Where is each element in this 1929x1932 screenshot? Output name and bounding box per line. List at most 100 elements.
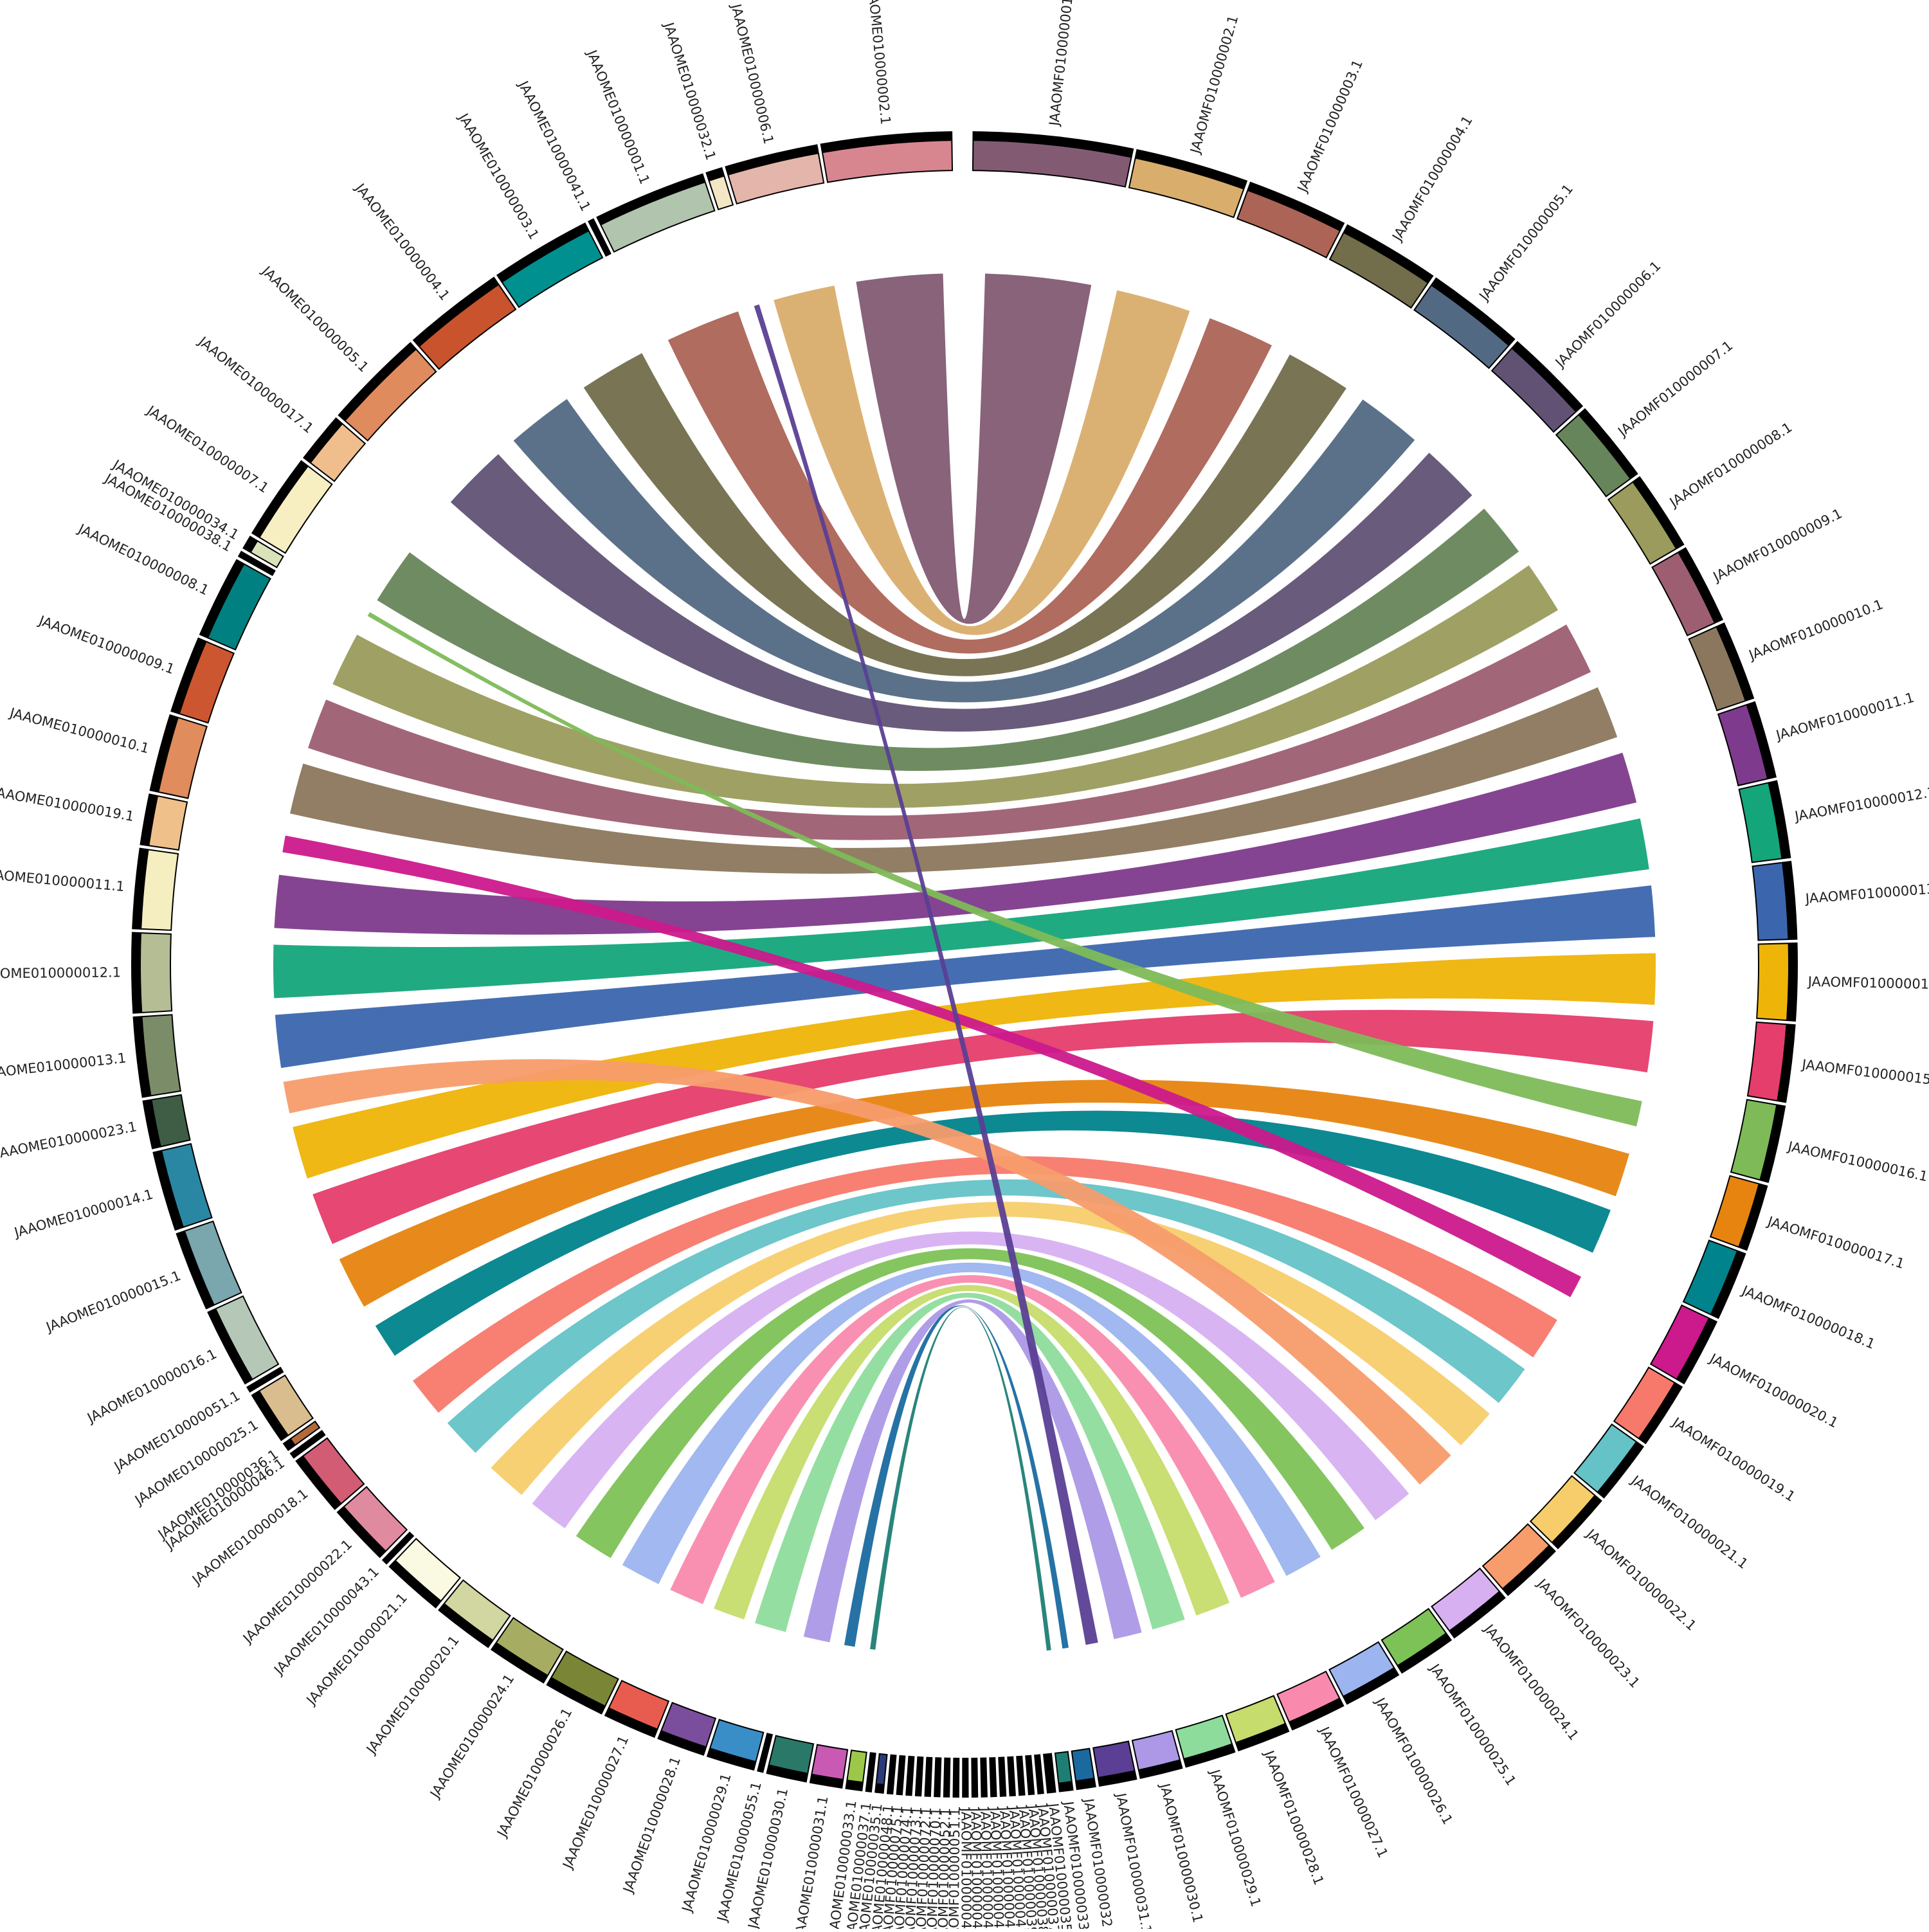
contig-label-JAAOMF010000029.1: JAAOMF010000029.1 <box>1207 1767 1264 1909</box>
contig-label-JAAOME010000020.1: JAAOME010000020.1 <box>363 1633 462 1758</box>
contig-cap-JAAOME010000021.1 <box>389 1560 442 1608</box>
contig-label-JAAOMF010000001.1: JAAOMF010000001.1 <box>1046 0 1077 128</box>
contig-label-JAAOME010000007.1: JAAOME010000007.1 <box>143 402 272 496</box>
contig-cap-JAAOMF010000003.1 <box>1247 182 1345 231</box>
contig-JAAOME010000036.1 <box>282 1420 321 1451</box>
contig-cap-JAAOME010000009.1 <box>171 638 207 714</box>
contig-JAAOME010000018.1 <box>295 1437 365 1510</box>
contig-JAAOME010000002.1 <box>820 131 954 183</box>
contig-block-JAAOMF010000002.1 <box>1128 149 1248 219</box>
contig-block-JAAOME010000037.1 <box>865 1752 876 1792</box>
link-JAAOMF010000025.1-JAAOME010000024.1 <box>575 1248 1364 1558</box>
contig-JAAOMF010000039.1 <box>1016 1755 1026 1796</box>
contig-JAAOME010000037.1 <box>865 1752 876 1792</box>
link-JAAOMF010000004.1-JAAOME010000003.1 <box>583 353 1346 676</box>
contig-cap-JAAOME010000043.1 <box>383 1553 393 1564</box>
link-JAAOMF010000019.1-JAAOME010000018.1 <box>412 1156 1557 1413</box>
contig-JAAOME010000011.1 <box>132 847 179 931</box>
link-JAAOMF010000016.1-JAAOME010000034.1 <box>367 612 1642 1126</box>
contig-cap-JAAOMF010000018.1 <box>1710 1250 1746 1319</box>
contig-JAAOME010000033.1 <box>845 1749 867 1792</box>
contig-cap-JAAOMF010000009.1 <box>1678 548 1723 624</box>
contig-cap-JAAOMF010000074.1 <box>906 1785 912 1796</box>
contig-cap-JAAOME010000013.1 <box>133 1016 152 1097</box>
contig-JAAOMF010000008.1 <box>1607 476 1685 565</box>
contig-JAAOME010000004.1 <box>412 276 517 370</box>
contig-block-JAAOMF010000043.1 <box>998 1756 1007 1797</box>
contig-JAAOME010000005.1 <box>338 341 437 442</box>
contig-cap-JAAOME010000030.1 <box>766 1764 808 1782</box>
contig-JAAOME010000028.1 <box>657 1702 717 1756</box>
contig-label-JAAOME010000028.1: JAAOME010000028.1 <box>620 1755 684 1896</box>
contig-cap-JAAOME010000006.1 <box>725 145 819 176</box>
contig-label-JAAOMF010000015.1: JAAOMF010000015.1 <box>1800 1056 1929 1089</box>
contig-cap-JAAOMF010000010.1 <box>1716 623 1754 701</box>
contig-cap-JAAOME010000035.1 <box>875 1783 885 1793</box>
contig-JAAOME010000032.1 <box>705 167 734 211</box>
contig-cap-JAAOMF010000041.1 <box>1009 1786 1015 1796</box>
contig-cap-JAAOMF010000005.1 <box>1431 278 1515 347</box>
contig-label-JAAOME010000015.1: JAAOME010000015.1 <box>43 1268 183 1335</box>
link-JAAOMF010000010.1-JAAOME010000010.1 <box>289 687 1618 874</box>
contig-JAAOMF010000045.1 <box>980 1757 988 1798</box>
contig-cap-JAAOME010000027.1 <box>605 1707 658 1737</box>
contig-JAAOME010000041.1 <box>588 218 611 257</box>
contig-cap-JAAOMF010000013.1 <box>1782 861 1797 940</box>
contig-cap-JAAOME010000005.1 <box>338 343 417 422</box>
contig-cap-JAAOME010000041.1 <box>588 219 598 230</box>
link-JAAOMF010000022.1-JAAOME010000021.1 <box>491 1202 1490 1495</box>
contig-JAAOMF010000011.1 <box>1717 701 1777 787</box>
contig-JAAOME010000048.1 <box>886 1754 897 1795</box>
contig-label-JAAOME010000021.1: JAAOME010000021.1 <box>303 1590 410 1708</box>
contig-cap-JAAOMF010000029.1 <box>1183 1743 1235 1767</box>
contig-JAAOMF010000043.1 <box>998 1756 1007 1797</box>
contig-cap-JAAOME010000025.1 <box>251 1390 289 1441</box>
contig-label-JAAOME010000024.1: JAAOME010000024.1 <box>426 1672 517 1802</box>
contig-cap-JAAOME010000031.1 <box>810 1773 844 1788</box>
contig-JAAOMF010000001.1 <box>972 131 1134 188</box>
contig-label-JAAOMF010000020.1: JAAOMF010000020.1 <box>1706 1350 1840 1431</box>
contig-cap-JAAOMF010000012.1 <box>1768 781 1791 859</box>
contig-JAAOMF010000015.1 <box>1746 1021 1796 1103</box>
contig-JAAOME010000029.1 <box>706 1719 765 1771</box>
contig-cap-JAAOMF010000043.1 <box>1000 1787 1006 1796</box>
contig-label-JAAOMF010000012.1: JAAOMF010000012.1 <box>1793 784 1929 824</box>
link-JAAOMF010000028.1-JAAOME010000028.1 <box>714 1285 1230 1620</box>
contig-JAAOMF010000012.1 <box>1738 780 1791 863</box>
contig-label-JAAOMF010000030.1: JAAOMF010000030.1 <box>1157 1781 1206 1924</box>
contig-cap-JAAOME010000019.1 <box>140 794 159 846</box>
contig-cap-JAAOME010000015.1 <box>176 1231 215 1309</box>
contig-cap-JAAOMF010000031.1 <box>1098 1770 1137 1786</box>
link-JAAOMF010000033.1-JAAOME010000033.1 <box>870 1306 1051 1651</box>
contigs-layer <box>131 131 1798 1798</box>
contig-JAAOMF010000010.1 <box>1688 622 1755 712</box>
contig-cap-JAAOMF010000051.1 <box>953 1787 959 1797</box>
contig-JAAOMF010000041.1 <box>1007 1756 1016 1797</box>
contig-JAAOME010000007.1 <box>251 460 333 554</box>
contig-block-JAAOMF010000051.1 <box>952 1757 960 1798</box>
contig-cap-JAAOME010000017.1 <box>303 418 343 464</box>
contig-cap-JAAOME010000036.1 <box>284 1438 296 1450</box>
contig-JAAOMF010000044.1 <box>989 1757 997 1798</box>
link-JAAOMF010000007.1-JAAOME010000007.1 <box>377 509 1519 772</box>
contig-JAAOMF010000023.1 <box>1481 1523 1556 1596</box>
contig-cap-JAAOMF010000038.1 <box>1028 1785 1035 1795</box>
contig-JAAOMF010000074.1 <box>905 1755 915 1796</box>
link-JAAOMF010000030.1-JAAOME010000030.1 <box>803 1299 1142 1643</box>
contig-JAAOMF010000028.1 <box>1225 1695 1290 1752</box>
link-JAAOMF010000002.1-JAAOME010000006.1 <box>774 285 1190 635</box>
contig-JAAOMF010000013.1 <box>1752 860 1798 941</box>
contig-JAAOME010000013.1 <box>132 1014 181 1098</box>
contig-cap-JAAOME010000018.1 <box>296 1456 342 1510</box>
contig-cap-JAAOME010000032.1 <box>706 168 725 182</box>
contig-cap-JAAOMF010000014.1 <box>1786 943 1797 1021</box>
contig-block-JAAOMF010000075.1 <box>896 1755 906 1796</box>
contig-cap-JAAOME010000046.1 <box>290 1448 302 1458</box>
link-JAAOMF010000011.1-JAAOME010000011.1 <box>274 752 1637 935</box>
contig-cap-JAAOMF010000075.1 <box>896 1785 903 1795</box>
link-JAAOMF010000003.1-JAAOME010000001.1 <box>667 311 1272 654</box>
contig-cap-JAAOME010000011.1 <box>132 848 149 929</box>
link-JAAOMF010000015.1-JAAOME010000015.1 <box>312 1009 1654 1244</box>
contig-JAAOMF010000006.1 <box>1490 341 1584 433</box>
contig-cap-JAAOMF010000006.1 <box>1511 341 1582 412</box>
